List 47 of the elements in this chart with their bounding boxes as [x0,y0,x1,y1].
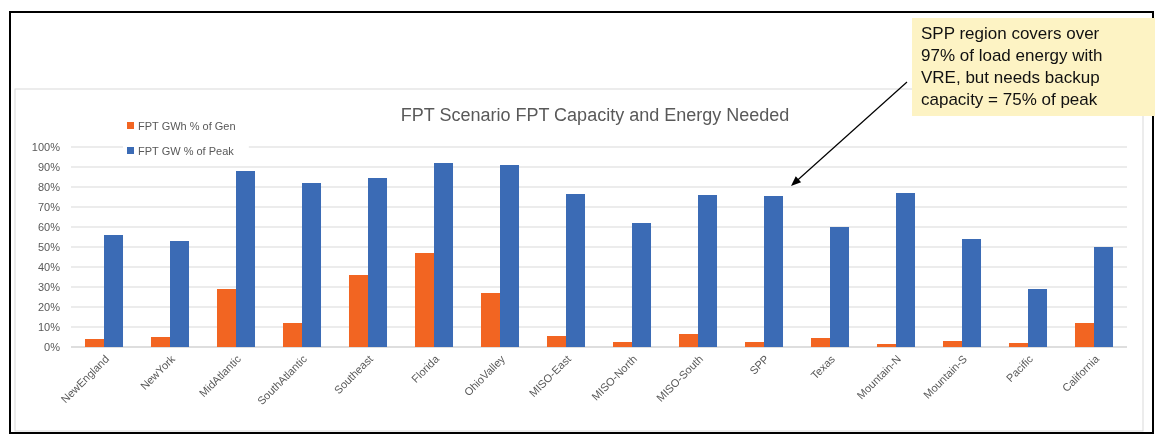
bar [546,336,566,347]
bar [632,223,652,347]
y-tick-label: 30% [37,280,61,293]
bar [500,165,520,347]
bar [170,241,190,347]
bar [1074,323,1094,347]
bar [434,163,454,347]
bar [480,293,500,347]
bar [216,289,236,347]
legend-label: FPT GWh % of Gen [138,119,236,132]
y-tick-label: 90% [37,160,61,173]
y-tick-label: 40% [37,260,61,273]
bar [942,341,962,347]
y-tick-label: 0% [44,340,61,353]
y-tick-label: 80% [37,180,61,193]
bar [962,239,982,347]
bar [414,253,434,347]
bar [566,194,586,347]
bar [1094,247,1114,347]
chart-title: FPT Scenario FPT Capacity and Energy Needed [400,105,790,125]
bar [830,227,850,347]
bar [302,183,322,347]
bar [1008,343,1028,347]
bar [150,337,170,347]
bar [348,275,368,347]
bar [104,235,124,347]
bar [698,195,718,347]
legend-label: FPT GW % of Peak [138,144,235,157]
bar [368,178,388,347]
y-tick-label: 100% [31,140,61,153]
y-tick-label: 70% [37,200,61,213]
bar [1028,289,1048,347]
bar [876,344,896,347]
y-tick-label: 10% [37,320,61,333]
bar [612,342,632,347]
text: SPP region covers over 97% of load energy with VRE, but needs backup capacity = 75% of peak [921,24,1103,109]
y-tick-label: 60% [37,220,61,233]
bar [764,196,784,347]
y-tick-label: 20% [37,300,61,313]
bar [282,323,302,347]
bar [236,171,256,347]
bar [744,342,764,347]
bar [84,339,104,347]
y-tick-label: 50% [37,240,61,253]
bar [896,193,916,347]
bar [810,338,830,347]
bar [678,334,698,347]
